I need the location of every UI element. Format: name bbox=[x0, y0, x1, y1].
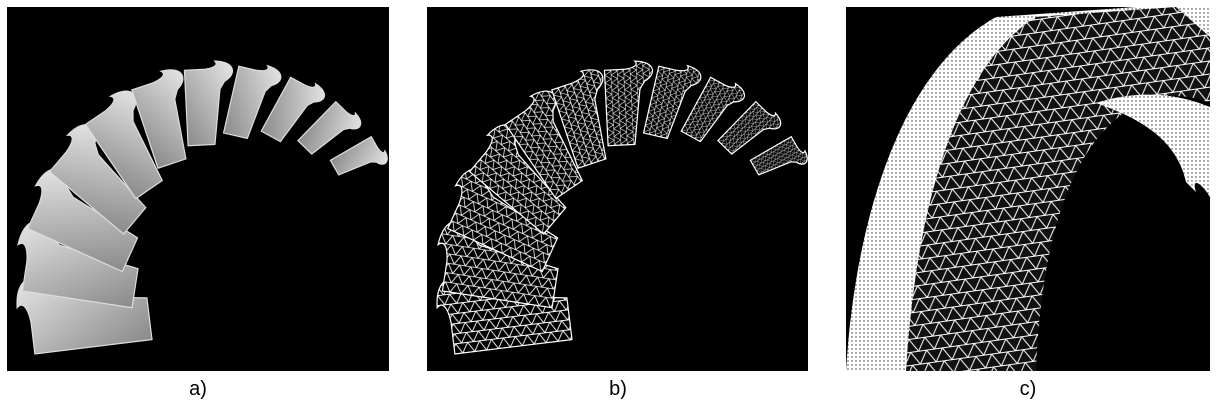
caption: a) bbox=[158, 378, 238, 401]
closeup-render bbox=[846, 7, 1210, 371]
shaded-render bbox=[7, 7, 389, 371]
wireframe-render bbox=[427, 7, 808, 371]
caption: c) bbox=[988, 378, 1068, 401]
figure: a) b) c) bbox=[0, 0, 1216, 406]
caption: b) bbox=[578, 378, 658, 401]
